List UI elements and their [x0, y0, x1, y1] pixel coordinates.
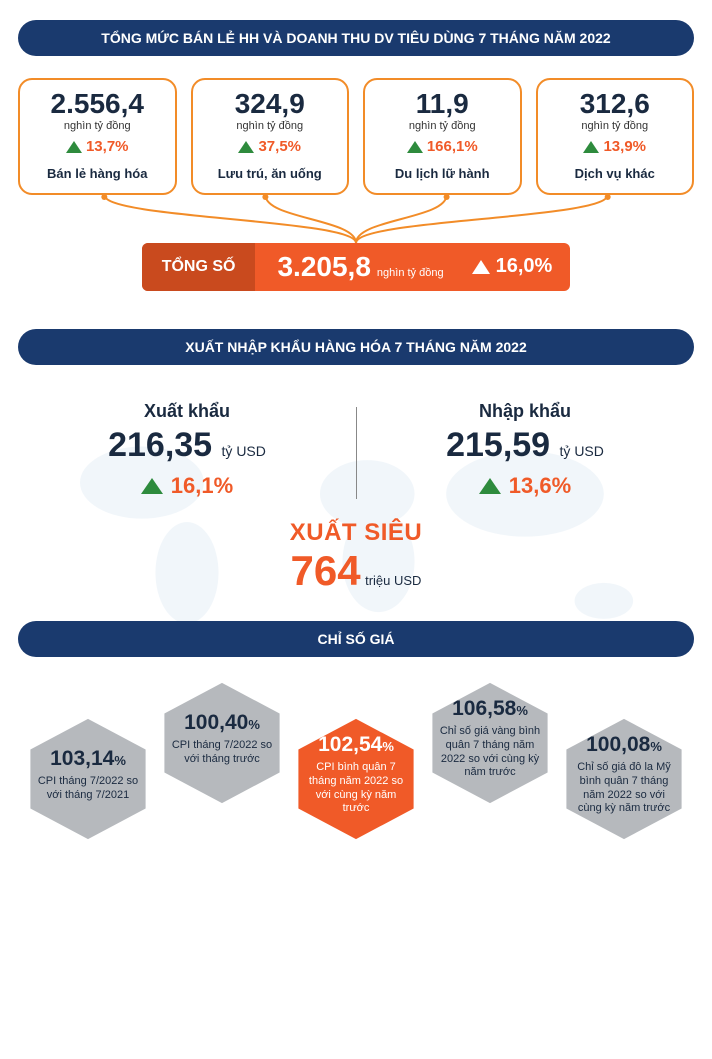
retail-card-1-pct: 37,5% [258, 138, 301, 155]
retail-card-1-unit: nghìn tỷ đồng [201, 120, 340, 132]
retail-card-2-growth: 166,1% [407, 138, 478, 155]
export-col: Xuất khẩu 216,35 tỷ USD 16,1% [18, 393, 356, 513]
retail-total-label: TỔNG SỐ [142, 243, 256, 291]
surplus-value: 764 [291, 547, 361, 594]
import-growth: 13,6% [479, 473, 571, 499]
export-value: 216,35 tỷ USD [18, 426, 356, 465]
up-triangle-icon [583, 141, 599, 153]
trade-header: XUẤT NHẬP KHẨU HÀNG HÓA 7 THÁNG NĂM 2022 [18, 329, 694, 365]
up-triangle-icon [479, 478, 501, 494]
retail-card-1-growth: 37,5% [238, 138, 301, 155]
trade-surplus: XUẤT SIÊU 764 triệu USD [18, 519, 694, 595]
retail-card-0-growth: 13,7% [66, 138, 129, 155]
retail-card-3-pct: 13,9% [603, 138, 646, 155]
cpi-hex-2-pct: 102,54% [318, 733, 394, 757]
retail-total-pct: 16,0% [496, 255, 553, 278]
import-num: 215,59 [446, 426, 550, 464]
retail-card-3-unit: nghìn tỷ đồng [546, 120, 685, 132]
retail-card-0: 2.556,4 nghìn tỷ đồng 13,7% Bán lẻ hàng … [18, 78, 177, 195]
export-num: 216,35 [108, 426, 212, 464]
retail-card-0-value: 2.556,4 [28, 90, 167, 118]
export-title: Xuất khẩu [18, 401, 356, 422]
cpi-hex-2: 102,54% CPI bình quân 7 tháng năm 2022 so… [292, 715, 420, 835]
retail-total-num: 3.205,8 [277, 251, 370, 283]
up-triangle-icon [66, 141, 82, 153]
retail-card-3-label: Dịch vụ khác [546, 166, 685, 181]
retail-card-1-label: Lưu trú, ăn uống [201, 166, 340, 181]
retail-card-3: 312,6 nghìn tỷ đồng 13,9% Dịch vụ khác [536, 78, 695, 195]
up-triangle-icon [472, 260, 490, 274]
cpi-header: CHỈ SỐ GIÁ [18, 621, 694, 657]
retail-header: TỔNG MỨC BÁN LẺ HH VÀ DOANH THU DV TIÊU … [18, 20, 694, 56]
retail-total-growth: 16,0% [466, 243, 571, 291]
cpi-hex-4: 100,08% Chỉ số giá đô la Mỹ bình quân 7 t… [560, 715, 688, 835]
import-unit: tỷ USD [560, 443, 604, 459]
cpi-hex-1-desc: CPI tháng 7/2022 so với tháng trước [168, 739, 276, 767]
cpi-hex-4-pct: 100,08% [586, 733, 662, 757]
export-growth: 16,1% [141, 473, 233, 499]
retail-total-unit: nghìn tỷ đồng [377, 267, 444, 279]
import-value: 215,59 tỷ USD [356, 426, 694, 465]
cpi-hex-0-desc: CPI tháng 7/2022 so với tháng 7/2021 [34, 775, 142, 803]
retail-card-3-growth: 13,9% [583, 138, 646, 155]
cpi-hex-0-pct: 103,14% [50, 747, 126, 771]
trade-section: Xuất khẩu 216,35 tỷ USD 16,1% Nhập khẩu … [18, 387, 694, 595]
surplus-unit: triệu USD [365, 573, 421, 588]
retail-card-3-value: 312,6 [546, 90, 685, 118]
import-title: Nhập khẩu [356, 401, 694, 422]
divider [356, 407, 357, 499]
retail-card-0-pct: 13,7% [86, 138, 129, 155]
cpi-hex-1: 100,40% CPI tháng 7/2022 so với tháng trư… [158, 679, 286, 799]
cpi-hex-3-pct: 106,58% [452, 697, 528, 721]
import-pct: 13,6% [509, 473, 571, 499]
cpi-hex-3: 106,58% Chỉ số giá vàng bình quân 7 tháng… [426, 679, 554, 799]
up-triangle-icon [407, 141, 423, 153]
retail-card-2-value: 11,9 [373, 90, 512, 118]
retail-total-value: 3.205,8 nghìn tỷ đồng [255, 243, 465, 291]
cpi-hex-2-desc: CPI bình quân 7 tháng năm 2022 so với cù… [302, 761, 410, 816]
retail-card-2-unit: nghìn tỷ đồng [373, 120, 512, 132]
retail-total: TỔNG SỐ 3.205,8 nghìn tỷ đồng 16,0% [142, 243, 571, 291]
retail-card-0-unit: nghìn tỷ đồng [28, 120, 167, 132]
connector-icon [54, 195, 658, 243]
retail-cards: 2.556,4 nghìn tỷ đồng 13,7% Bán lẻ hàng … [18, 78, 694, 195]
up-triangle-icon [141, 478, 163, 494]
cpi-hex-row: 103,14%CPI tháng 7/2022 so với tháng 7/2… [18, 679, 694, 799]
retail-card-1-value: 324,9 [201, 90, 340, 118]
surplus-label: XUẤT SIÊU [18, 519, 694, 547]
cpi-hex-4-desc: Chỉ số giá đô la Mỹ bình quân 7 tháng nă… [570, 761, 678, 816]
cpi-hex-0: 103,14% CPI tháng 7/2022 so với tháng 7/2… [24, 715, 152, 835]
retail-card-2-pct: 166,1% [427, 138, 478, 155]
cpi-hex-1-pct: 100,40% [184, 711, 260, 735]
export-pct: 16,1% [171, 473, 233, 499]
up-triangle-icon [238, 141, 254, 153]
retail-card-0-label: Bán lẻ hàng hóa [28, 166, 167, 181]
cpi-section: 103,14%CPI tháng 7/2022 so với tháng 7/2… [18, 679, 694, 799]
retail-card-1: 324,9 nghìn tỷ đồng 37,5% Lưu trú, ăn uố… [191, 78, 350, 195]
cpi-hex-3-desc: Chỉ số giá vàng bình quân 7 tháng năm 20… [436, 725, 544, 780]
retail-card-2-label: Du lịch lữ hành [373, 166, 512, 181]
retail-card-2: 11,9 nghìn tỷ đồng 166,1% Du lịch lữ hàn… [363, 78, 522, 195]
import-col: Nhập khẩu 215,59 tỷ USD 13,6% [356, 393, 694, 513]
export-unit: tỷ USD [222, 443, 266, 459]
